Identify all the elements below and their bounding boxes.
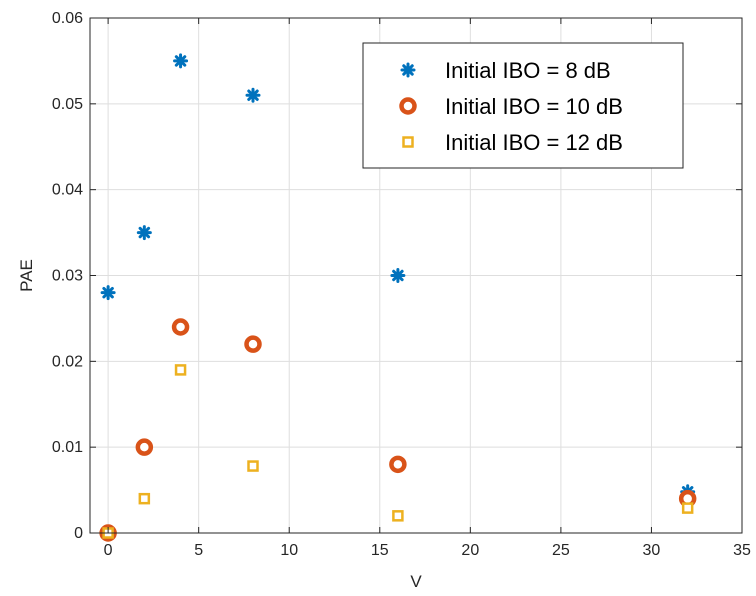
- data-point: [389, 455, 407, 474]
- x-tick-label: 15: [371, 542, 389, 559]
- y-tick-label: 0.04: [52, 182, 83, 199]
- y-tick-label: 0.02: [52, 353, 83, 370]
- legend-entries: Initial IBO = 8 dB Initial IBO = 10 dB Ini…: [399, 58, 623, 155]
- data-point: [171, 318, 190, 336]
- data-point: [390, 268, 406, 283]
- x-axis-label: V: [410, 572, 422, 591]
- x-tick-label: 30: [643, 542, 661, 559]
- legend-marker: [399, 97, 417, 115]
- y-tick-label: 0.03: [52, 268, 83, 285]
- data-point: [100, 285, 116, 301]
- axis-ticks: 0 5 10 15 20 25 30 35 0 0.01 0.02 0.03 0.04 0.05 0.06: [52, 10, 751, 559]
- x-tick-label: 20: [461, 542, 479, 559]
- legend-entry-2: Initial IBO = 10 dB: [399, 94, 623, 119]
- x-tick-label: 10: [280, 542, 298, 559]
- legend-entry-1: Initial IBO = 8 dB: [400, 58, 611, 83]
- legend-marker: [402, 136, 414, 148]
- y-tick-label: 0: [74, 525, 83, 542]
- data-point: [392, 510, 404, 522]
- y-tick-label: 0.05: [52, 96, 83, 113]
- legend: Initial IBO = 8 dB Initial IBO = 10 dB Ini…: [362, 42, 684, 169]
- data-point: [173, 53, 189, 69]
- x-tick-label: 5: [194, 542, 203, 559]
- y-axis-label: PAE: [17, 259, 36, 292]
- legend-label: Initial IBO = 8 dB: [445, 58, 611, 83]
- data-point: [174, 364, 187, 376]
- x-tick-label: 35: [733, 542, 751, 559]
- y-tick-label: 0.01: [52, 439, 83, 456]
- legend-marker: [400, 62, 416, 78]
- data-point: [135, 438, 154, 456]
- x-tick-label: 25: [552, 542, 570, 559]
- data-point: [247, 460, 259, 472]
- data-point: [138, 492, 151, 505]
- legend-entry-3: Initial IBO = 12 dB: [402, 130, 623, 155]
- data-point: [136, 225, 152, 241]
- legend-label: Initial IBO = 10 dB: [445, 94, 623, 119]
- x-tick-label: 0: [104, 542, 113, 559]
- data-point: [244, 335, 262, 353]
- y-tick-label: 0.06: [52, 10, 83, 27]
- data-point: [245, 87, 261, 103]
- data-point: [681, 502, 694, 514]
- legend-label: Initial IBO = 12 dB: [445, 130, 623, 155]
